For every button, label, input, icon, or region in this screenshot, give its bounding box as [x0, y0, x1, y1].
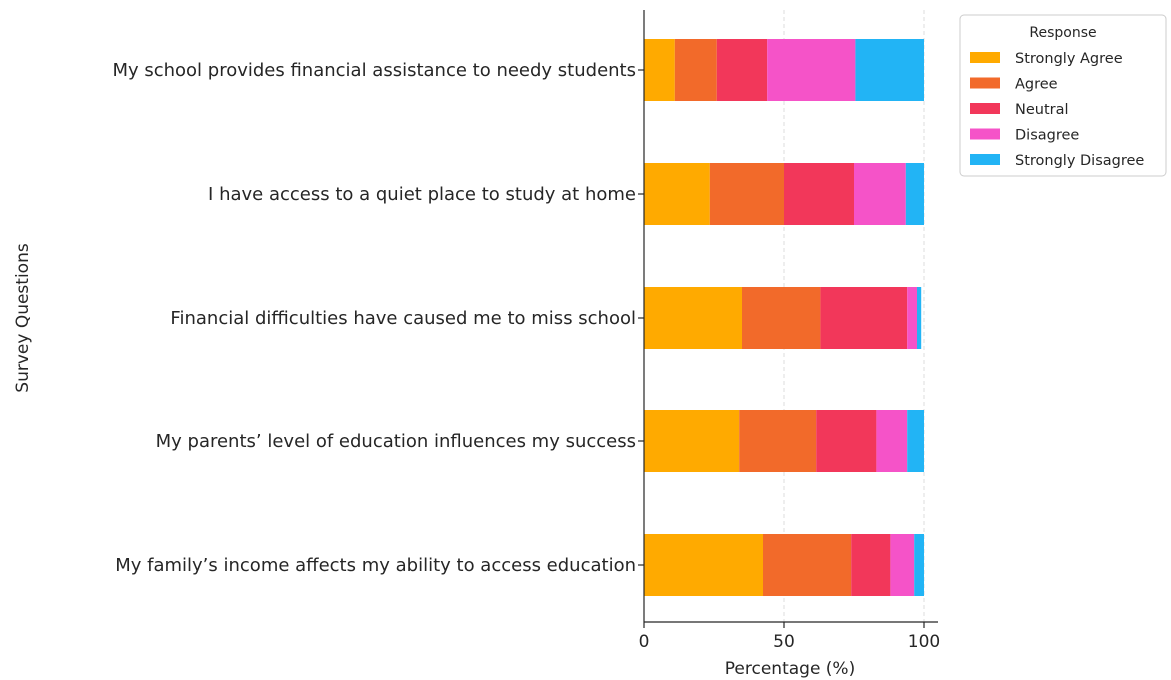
bar-5-agree	[763, 534, 852, 596]
bar-1-agree	[674, 39, 717, 101]
bar-1-disagree	[767, 39, 856, 101]
x-tick-label-100: 100	[908, 632, 940, 652]
category-label-4: My parents’ level of education influence…	[156, 431, 636, 452]
bar-1-neutral	[716, 39, 768, 101]
legend-frame	[959, 14, 1167, 177]
legend-swatch-neutral	[970, 103, 1000, 114]
x-tick-label-50: 50	[773, 632, 795, 652]
bar-5-disagree	[890, 534, 915, 596]
legend-label-strongly-agree: Strongly Agree	[1015, 51, 1123, 67]
legend-label-strongly-disagree: Strongly Disagree	[1015, 153, 1144, 169]
bar-2-strongly-disagree	[905, 163, 924, 225]
category-labels: My school provides financial assistance …	[112, 60, 636, 576]
bar-5-neutral	[851, 534, 891, 596]
axes	[638, 10, 938, 628]
bar-4-neutral	[816, 410, 877, 472]
x-tick-label-0: 0	[639, 632, 650, 652]
bar-2-agree	[709, 163, 784, 225]
bar-4-strongly-disagree	[907, 410, 924, 472]
bar-3-strongly-disagree	[917, 287, 922, 349]
bar-1-strongly-agree	[644, 39, 675, 101]
bars	[644, 39, 924, 596]
legend-items: Strongly Agree Agree Neutral Disagree Strong…	[970, 51, 1144, 169]
bar-5-strongly-disagree	[914, 534, 924, 596]
legend-swatch-strongly-agree	[970, 52, 1000, 63]
bar-5-strongly-agree	[644, 534, 763, 596]
bar-3-agree	[742, 287, 821, 349]
category-label-3: Financial difficulties have caused me to…	[170, 308, 636, 329]
bar-2-neutral	[784, 163, 854, 225]
bar-4-strongly-agree	[644, 410, 740, 472]
category-label-5: My family’s income affects my ability to…	[115, 555, 636, 576]
bar-4-disagree	[876, 410, 908, 472]
legend-swatch-disagree	[970, 128, 1000, 140]
legend-label-disagree: Disagree	[1015, 128, 1079, 144]
legend-label-agree: Agree	[1015, 77, 1058, 93]
legend: Response Strongly Agree Agree Neutral Disag…	[959, 14, 1167, 177]
bar-3-neutral	[820, 287, 908, 349]
bar-3-strongly-agree	[644, 287, 742, 349]
y-axis-label: Survey Questions	[13, 243, 33, 393]
bar-2-disagree	[854, 163, 906, 225]
legend-swatch-strongly-disagree	[970, 154, 1000, 165]
x-axis-label: Percentage (%)	[725, 659, 855, 679]
bar-2-strongly-agree	[644, 163, 710, 225]
bar-3-disagree	[907, 287, 917, 349]
category-label-1: My school provides financial assistance …	[112, 60, 636, 81]
x-tick-labels: 0 50 100	[639, 632, 941, 652]
legend-label-neutral: Neutral	[1015, 102, 1069, 118]
legend-swatch-agree	[970, 77, 1000, 89]
bar-4-agree	[739, 410, 817, 472]
legend-title: Response	[1029, 25, 1096, 41]
bar-1-strongly-disagree	[855, 39, 924, 101]
category-label-2: I have access to a quiet place to study …	[208, 184, 636, 205]
